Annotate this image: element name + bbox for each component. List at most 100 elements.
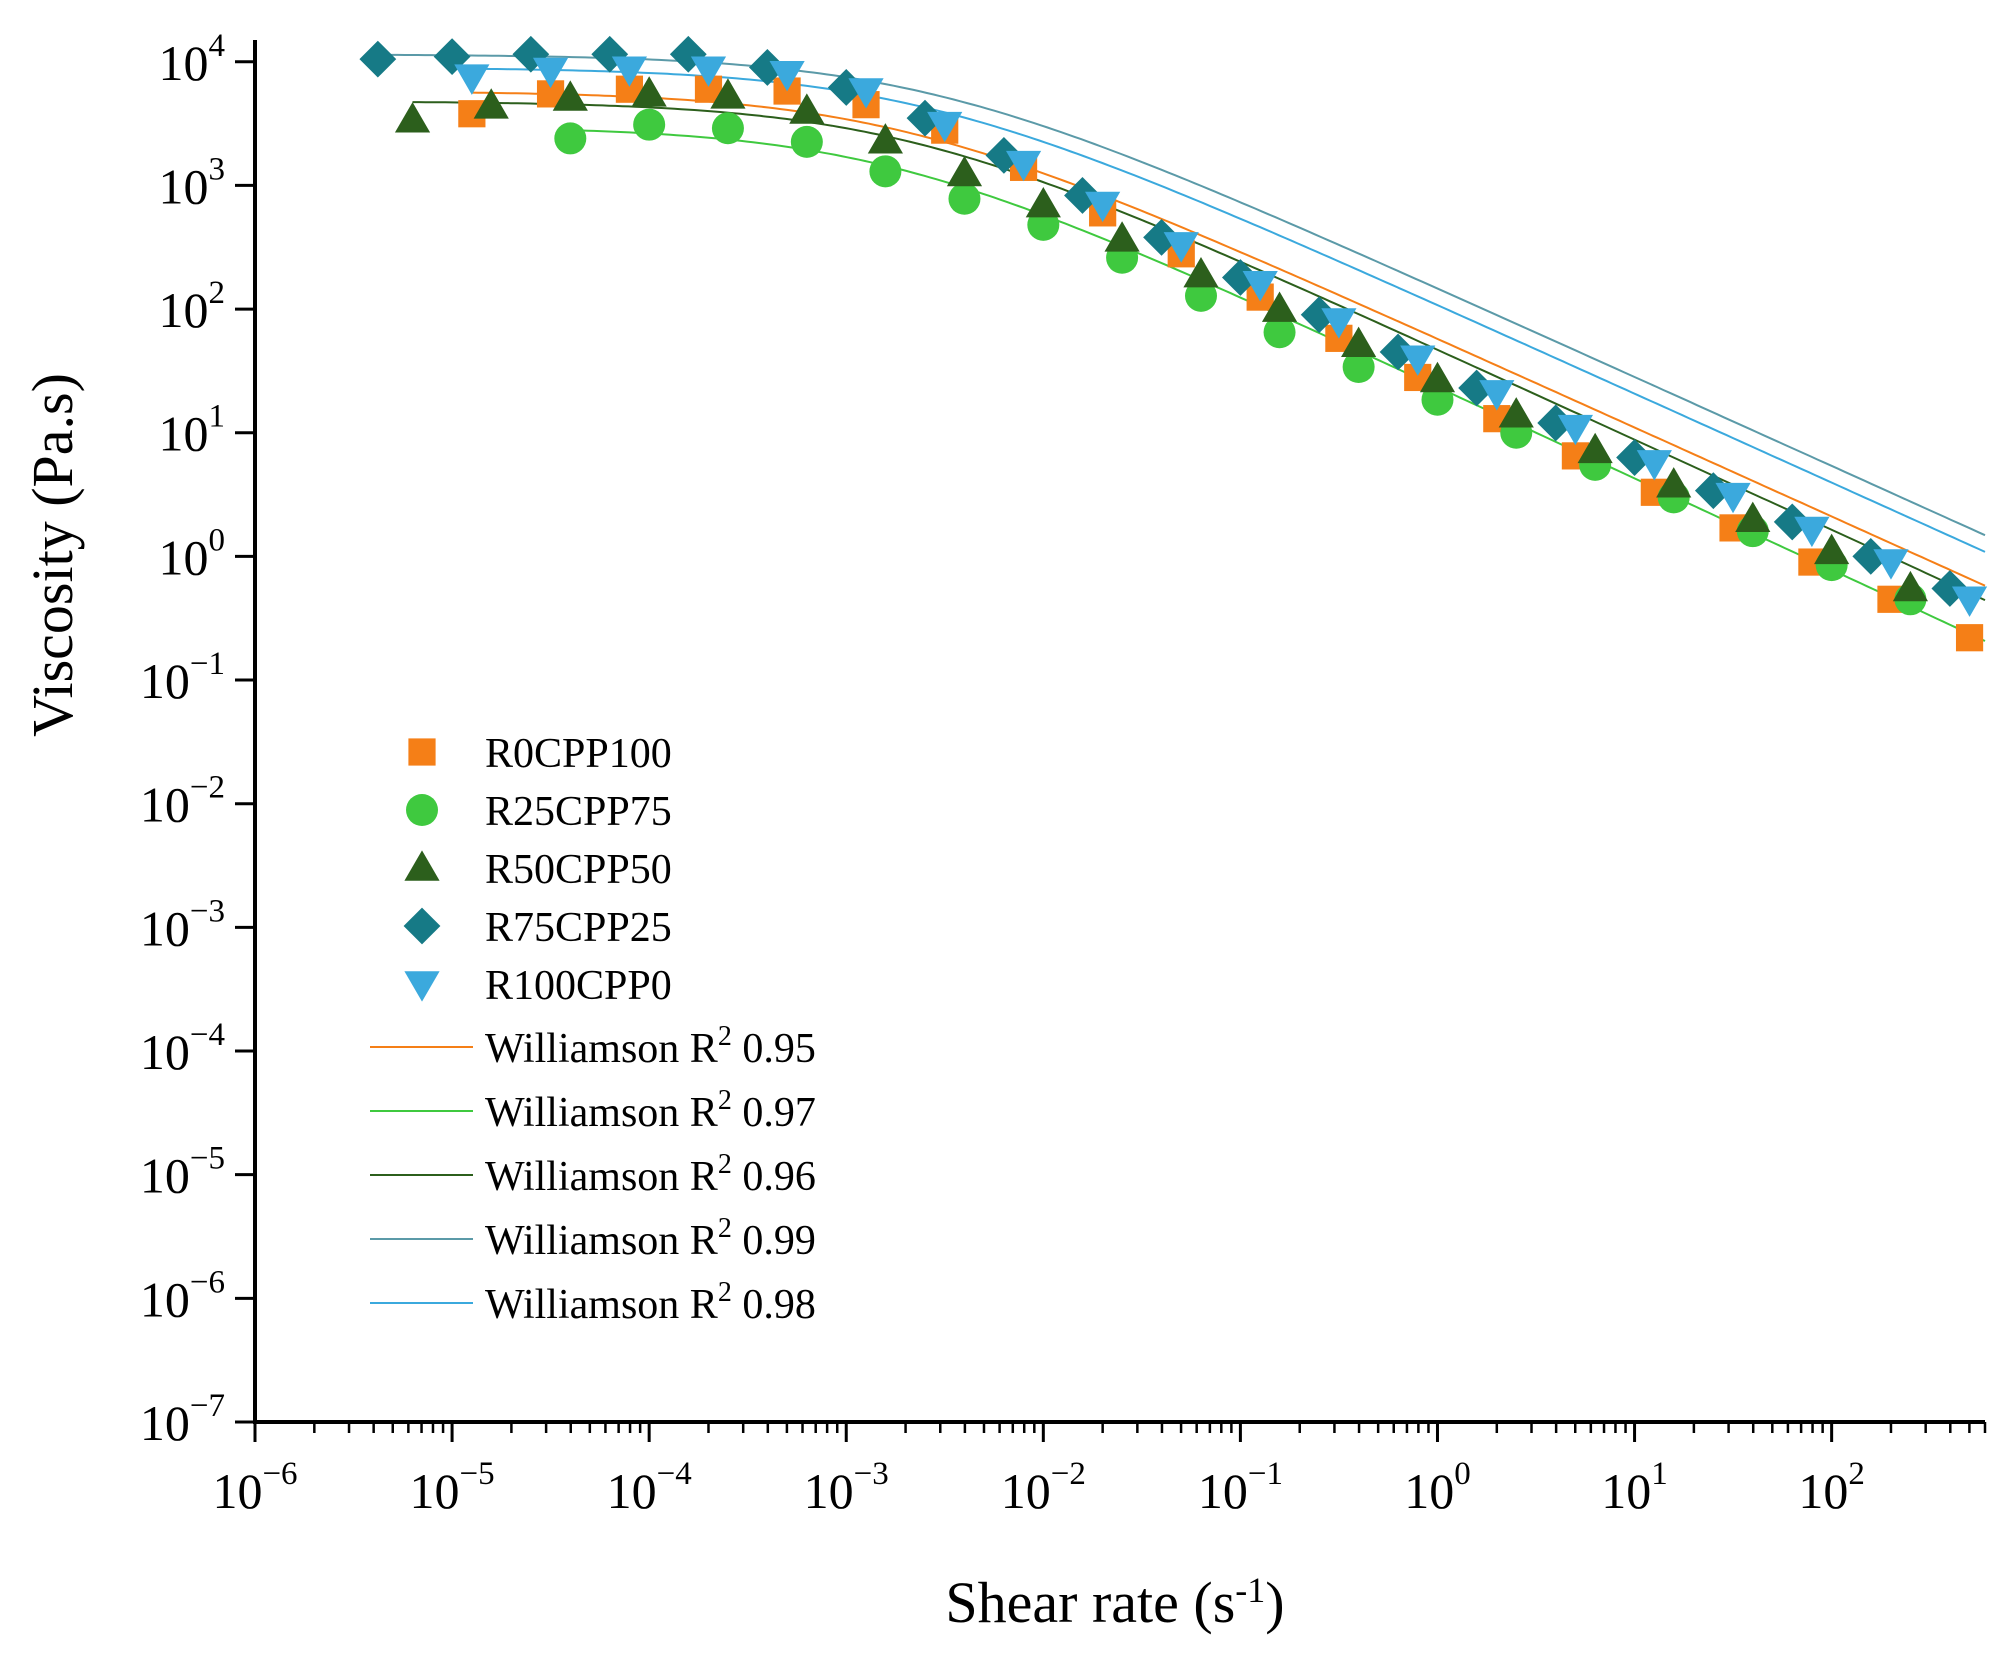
data-point [1616, 439, 1653, 476]
data-point [554, 122, 587, 155]
data-point [1085, 191, 1121, 223]
data-point [848, 78, 884, 109]
data-point [769, 60, 805, 92]
data-point [1852, 538, 1890, 575]
y-tick-label: 102 [159, 275, 226, 338]
data-point [790, 125, 823, 158]
data-point [690, 56, 727, 87]
data-point [532, 57, 569, 89]
y-tick-label: 10−6 [140, 1264, 225, 1327]
data-point [552, 80, 588, 111]
y-tick-label: 103 [159, 151, 226, 214]
data-point [827, 69, 865, 106]
data-point [1025, 186, 1061, 218]
x-tick-label: 10−1 [1198, 1456, 1283, 1519]
y-tick-label: 101 [159, 399, 226, 462]
legend-item-fit-4: Williamson R2 0.99 [370, 1213, 816, 1264]
data-point [1341, 326, 1377, 358]
data-point [1400, 345, 1436, 376]
data-point [473, 88, 509, 119]
data-point [748, 49, 786, 86]
x-axis-label-text: Shear rate (s [945, 1570, 1235, 1635]
x-tick-label: 10−4 [607, 1456, 692, 1519]
legend-item-r100cpp0: R100CPP0 [404, 963, 672, 1009]
y-tick-label: 100 [159, 522, 226, 585]
data-point [1577, 432, 1613, 464]
series-r0cpp100 [458, 75, 1984, 652]
data-point [1537, 404, 1575, 442]
legend-label: Williamson R2 0.98 [485, 1277, 816, 1328]
data-point [1498, 397, 1534, 428]
data-point [906, 99, 944, 137]
legend: R0CPP100 R25CPP75 R50CPP50 R75CPP25 R100CPP0… [370, 731, 816, 1328]
legend-label: R0CPP100 [485, 731, 672, 777]
data-point [1183, 257, 1219, 288]
data-point [633, 108, 666, 141]
data-point [1300, 296, 1338, 334]
data-point [1242, 271, 1278, 302]
axes [235, 40, 1987, 1442]
data-point [1557, 414, 1594, 446]
data-point [1342, 351, 1375, 384]
data-point [927, 111, 963, 143]
y-tick-label: 104 [159, 28, 226, 91]
data-point [1263, 316, 1296, 349]
data-point [1814, 533, 1850, 565]
legend-item-fit-5: Williamson R2 0.98 [370, 1277, 816, 1328]
legend-label: Williamson R2 0.97 [485, 1085, 816, 1136]
data-point [1656, 467, 1692, 498]
y-tick-label: 10−1 [140, 646, 225, 709]
series-r100cpp0 [454, 56, 1988, 617]
legend-item-r25cpp75: R25CPP75 [406, 789, 672, 835]
data-point [1184, 279, 1217, 312]
legend-item-fit-2: Williamson R2 0.97 [370, 1085, 816, 1136]
legend-item-r75cpp25: R75CPP25 [403, 905, 672, 951]
x-axis-label: Shear rate (s-1) [945, 1570, 1284, 1635]
data-point [946, 155, 983, 187]
data-point [1321, 308, 1357, 339]
data-point [1104, 221, 1140, 252]
y-tick-label: 10−2 [140, 770, 225, 833]
y-tick-label: 10−5 [140, 1141, 225, 1204]
data-point [1222, 259, 1259, 296]
data-point [1479, 380, 1515, 411]
legend-label: R75CPP25 [485, 905, 672, 951]
x-axis-label-sup: -1 [1235, 1570, 1265, 1610]
data-point [1715, 482, 1751, 514]
data-point [359, 40, 397, 78]
data-point [711, 112, 744, 145]
data-point [710, 78, 746, 109]
y-tick-label: 10−4 [140, 1017, 225, 1080]
data-point [1143, 218, 1180, 256]
data-point [611, 56, 648, 87]
data-point [1379, 333, 1417, 371]
legend-marker [403, 907, 441, 945]
data-point [1773, 503, 1811, 541]
data-point [985, 136, 1023, 174]
fit-line-4 [377, 53, 1986, 537]
data-point [1931, 570, 1969, 607]
data-point [1419, 361, 1456, 393]
x-tick-label: 101 [1601, 1456, 1668, 1519]
x-tick-label: 10−6 [212, 1456, 297, 1519]
data-point [454, 64, 490, 95]
legend-item-r50cpp50: R50CPP50 [404, 847, 672, 893]
tick-labels: 10−6 10−5 10−4 10−3 10−2 10−1 100 101 10210−710−… [140, 28, 1865, 1519]
y-tick-label: 10−7 [140, 1388, 225, 1451]
legend-label: R100CPP0 [485, 963, 672, 1009]
data-point [1005, 150, 1042, 182]
data-point [1064, 177, 1101, 214]
data-point [1873, 549, 1909, 580]
data-point [631, 76, 667, 107]
data-point [394, 102, 431, 133]
legend-item-r0cpp100: R0CPP100 [408, 731, 672, 777]
legend-label: Williamson R2 0.96 [485, 1149, 816, 1200]
data-point [1458, 369, 1496, 407]
legend-label: Williamson R2 0.99 [485, 1213, 816, 1264]
x-tick-label: 10−3 [804, 1456, 889, 1519]
data-point [1163, 232, 1199, 263]
data-points [359, 35, 1988, 652]
fit-line-3 [412, 101, 1986, 602]
data-point [1951, 586, 1988, 617]
